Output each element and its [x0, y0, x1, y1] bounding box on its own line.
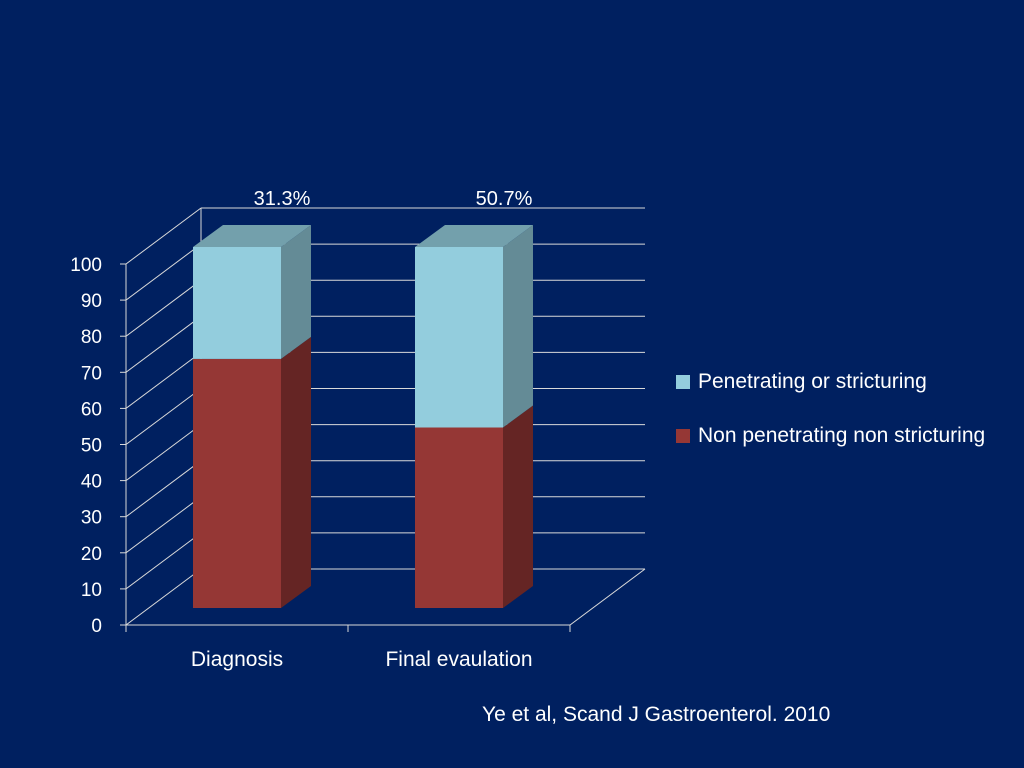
legend-item-non-penetrating: Non penetrating non stricturing [676, 420, 996, 452]
y-tick-label: 90 [81, 291, 102, 312]
y-tick-label: 60 [81, 399, 102, 420]
y-tick-label: 50 [81, 436, 102, 457]
legend-label-non-penetrating: Non penetrating non stricturing [698, 424, 986, 447]
chart-legend: Penetrating or stricturing Non penetrati… [676, 366, 996, 474]
bar-segment-side [281, 336, 311, 608]
side-wall-gridline [125, 460, 202, 518]
bar-segment-front [193, 358, 281, 608]
bar-segment-side [281, 225, 311, 359]
side-wall-gridline [125, 207, 202, 265]
y-tick-label: 70 [81, 363, 102, 384]
y-tick-label: 100 [70, 255, 102, 276]
y-tick-label: 20 [81, 544, 102, 565]
bar-segment-front [193, 247, 281, 359]
side-wall-gridline [125, 568, 202, 626]
y-tick-label: 40 [81, 472, 102, 493]
y-tick-label: 30 [81, 508, 102, 529]
bar-top-face [193, 225, 311, 247]
citation: Ye et al, Scand J Gastroenterol. 2010 [482, 703, 831, 726]
y-tick-label: 0 [91, 616, 102, 637]
side-wall-gridline [125, 315, 202, 373]
side-wall-gridline [125, 496, 202, 554]
bar-top-face [415, 225, 533, 247]
y-tick-label: 10 [81, 580, 102, 601]
x-category-label: Diagnosis [191, 648, 283, 671]
bar-segment-front [415, 427, 503, 608]
bar-percent-label: 50.7% [476, 188, 533, 210]
side-wall-gridline [125, 351, 202, 409]
legend-item-penetrating: Penetrating or stricturing [676, 366, 996, 398]
side-wall-gridline [125, 532, 202, 590]
bar-segment-side [503, 405, 533, 608]
side-wall-gridline [125, 424, 202, 482]
side-wall-gridline [125, 243, 202, 301]
side-wall-gridline [125, 388, 202, 445]
legend-swatch-non-penetrating [676, 429, 690, 443]
bar-segment-side [503, 225, 533, 428]
legend-swatch-penetrating [676, 375, 690, 389]
bar-percent-label: 31.3% [254, 188, 311, 210]
legend-label-penetrating: Penetrating or stricturing [698, 370, 927, 393]
side-wall-gridline [125, 279, 202, 337]
bar-segment-front [415, 247, 503, 428]
x-category-label: Final evaulation [385, 648, 532, 671]
y-tick-label: 80 [81, 327, 102, 348]
